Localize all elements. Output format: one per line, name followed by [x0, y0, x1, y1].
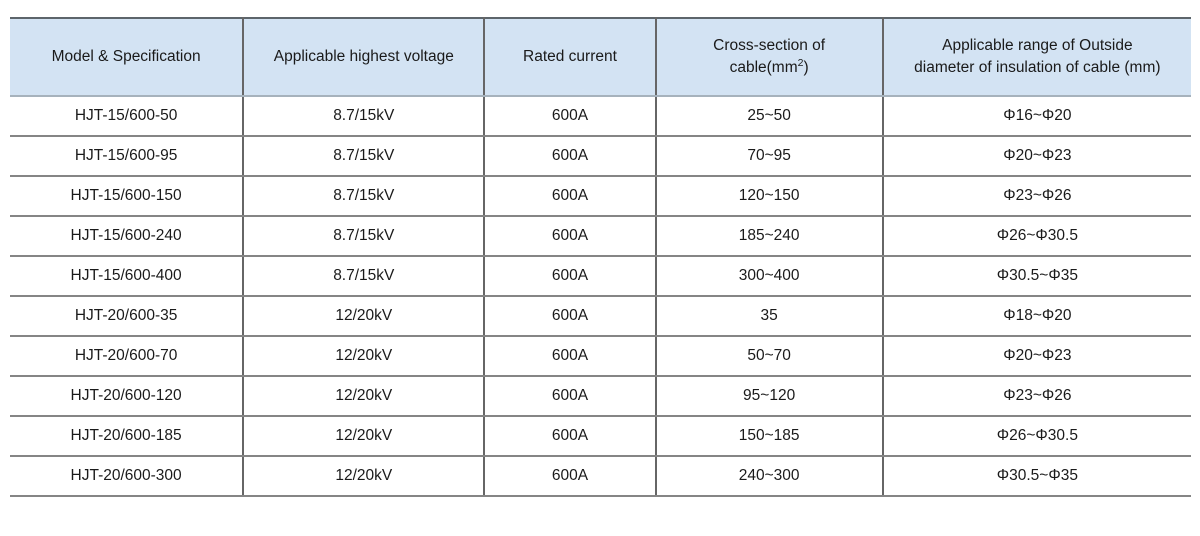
header-line-2: diameter of insulation of cable (mm) — [914, 59, 1161, 76]
cell-cross-section: 150~185 — [654, 416, 883, 457]
cable-joint-spec-table: Model & Specification Applicable highest… — [10, 17, 1191, 497]
header-line-2-post: ) — [803, 59, 809, 76]
cell-model: HJT-20/600-120 — [10, 376, 244, 417]
cell-model: HJT-20/600-300 — [10, 456, 244, 497]
cell-cross-section: 240~300 — [654, 456, 883, 497]
column-header-applicable-highest-voltage: Applicable highest voltage — [242, 18, 485, 97]
cell-model: HJT-20/600-35 — [10, 296, 244, 337]
cell-diameter-range: Φ18~Φ20 — [881, 296, 1191, 337]
cell-voltage: 12/20kV — [242, 416, 485, 457]
table-row: HJT-15/600-50 8.7/15kV 600A 25~50 Φ16~Φ2… — [10, 96, 1191, 137]
cell-diameter-range: Φ23~Φ26 — [881, 176, 1191, 217]
cell-voltage: 8.7/15kV — [242, 136, 485, 177]
superscript-2: 2 — [797, 56, 804, 69]
cell-cross-section: 50~70 — [654, 336, 883, 377]
cell-diameter-range: Φ23~Φ26 — [881, 376, 1191, 417]
cell-diameter-range: Φ30.5~Φ35 — [881, 256, 1191, 297]
cell-current: 600A — [483, 256, 656, 297]
spec-table-container: Model & Specification Applicable highest… — [10, 17, 1191, 497]
cell-cross-section: 25~50 — [654, 96, 883, 137]
table-body: HJT-15/600-50 8.7/15kV 600A 25~50 Φ16~Φ2… — [10, 96, 1191, 497]
cell-current: 600A — [483, 216, 656, 257]
cell-current: 600A — [483, 336, 656, 377]
cell-cross-section: 95~120 — [654, 376, 883, 417]
cell-cross-section: 120~150 — [654, 176, 883, 217]
cell-diameter-range: Φ20~Φ23 — [881, 136, 1191, 177]
cell-voltage: 8.7/15kV — [242, 216, 485, 257]
cell-diameter-range: Φ26~Φ30.5 — [881, 416, 1191, 457]
table-row: HJT-15/600-150 8.7/15kV 600A 120~150 Φ23… — [10, 176, 1191, 217]
header-line-1: Cross-section of — [713, 37, 826, 54]
cell-cross-section: 185~240 — [654, 216, 883, 257]
cell-current: 600A — [483, 376, 656, 417]
cell-model: HJT-20/600-70 — [10, 336, 244, 377]
column-header-model-specification: Model & Specification — [10, 18, 244, 97]
cell-model: HJT-15/600-150 — [10, 176, 244, 217]
cell-voltage: 12/20kV — [242, 336, 485, 377]
cell-cross-section: 300~400 — [654, 256, 883, 297]
cell-current: 600A — [483, 96, 656, 137]
header-row: Model & Specification Applicable highest… — [10, 18, 1191, 97]
cell-current: 600A — [483, 136, 656, 177]
table-row: HJT-20/600-35 12/20kV 600A 35 Φ18~Φ20 — [10, 296, 1191, 337]
cell-voltage: 12/20kV — [242, 376, 485, 417]
column-header-rated-current: Rated current — [483, 18, 656, 97]
cell-model: HJT-20/600-185 — [10, 416, 244, 457]
table-row: HJT-20/600-70 12/20kV 600A 50~70 Φ20~Φ23 — [10, 336, 1191, 377]
column-header-outside-diameter-range: Applicable range of Outside diameter of … — [881, 18, 1191, 97]
cell-diameter-range: Φ20~Φ23 — [881, 336, 1191, 377]
header-line-2-pre: cable(mm — [729, 59, 798, 76]
cell-current: 600A — [483, 176, 656, 217]
cell-current: 600A — [483, 416, 656, 457]
cell-model: HJT-15/600-95 — [10, 136, 244, 177]
header-line-1: Applicable range of Outside — [942, 37, 1133, 54]
table-header: Model & Specification Applicable highest… — [10, 18, 1191, 97]
table-row: HJT-20/600-185 12/20kV 600A 150~185 Φ26~… — [10, 416, 1191, 457]
column-header-cross-section: Cross-section of cable(mm2) — [654, 18, 883, 97]
cell-current: 600A — [483, 296, 656, 337]
table-row: HJT-15/600-400 8.7/15kV 600A 300~400 Φ30… — [10, 256, 1191, 297]
table-row: HJT-20/600-300 12/20kV 600A 240~300 Φ30.… — [10, 456, 1191, 497]
cell-cross-section: 70~95 — [654, 136, 883, 177]
cell-voltage: 12/20kV — [242, 296, 485, 337]
cell-cross-section: 35 — [654, 296, 883, 337]
cell-diameter-range: Φ16~Φ20 — [881, 96, 1191, 137]
table-row: HJT-15/600-240 8.7/15kV 600A 185~240 Φ26… — [10, 216, 1191, 257]
cell-current: 600A — [483, 456, 656, 497]
cell-diameter-range: Φ26~Φ30.5 — [881, 216, 1191, 257]
cell-voltage: 8.7/15kV — [242, 176, 485, 217]
cell-model: HJT-15/600-240 — [10, 216, 244, 257]
table-row: HJT-15/600-95 8.7/15kV 600A 70~95 Φ20~Φ2… — [10, 136, 1191, 177]
cell-voltage: 12/20kV — [242, 456, 485, 497]
cell-model: HJT-15/600-400 — [10, 256, 244, 297]
table-row: HJT-20/600-120 12/20kV 600A 95~120 Φ23~Φ… — [10, 376, 1191, 417]
cell-voltage: 8.7/15kV — [242, 96, 485, 137]
cell-voltage: 8.7/15kV — [242, 256, 485, 297]
cell-diameter-range: Φ30.5~Φ35 — [881, 456, 1191, 497]
cell-model: HJT-15/600-50 — [10, 96, 244, 137]
